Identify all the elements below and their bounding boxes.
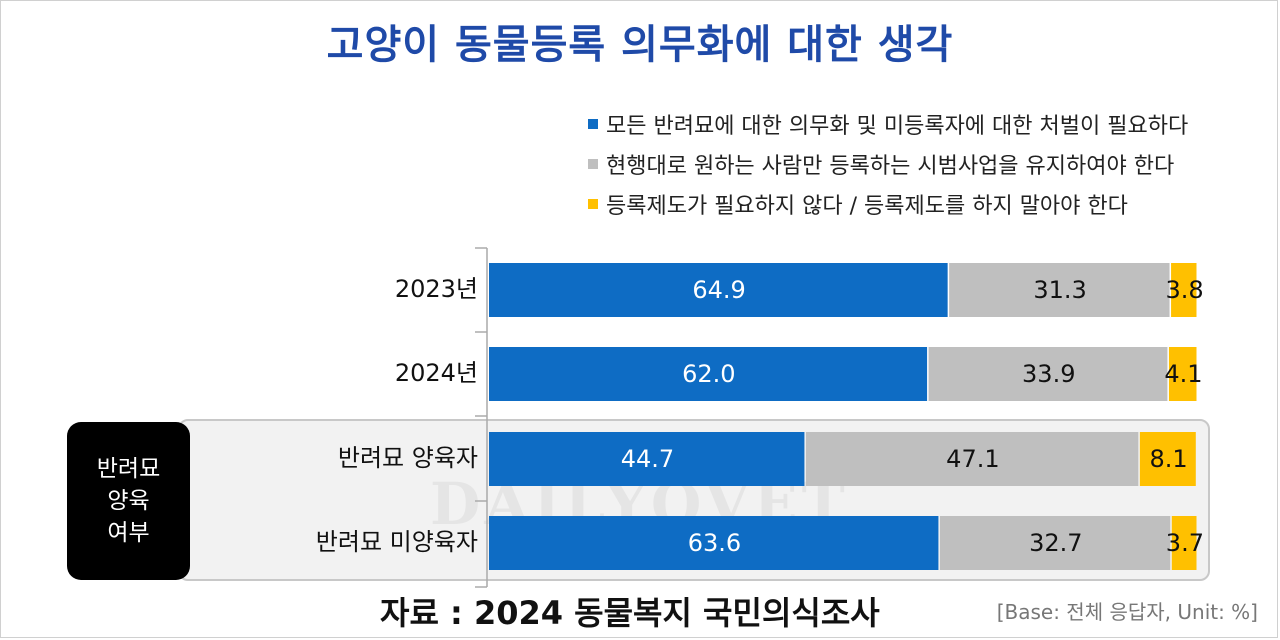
bar-label-s0-c3: 63.6 <box>688 529 741 557</box>
source-note: 자료 : 2024 동물복지 국민의식조사 <box>380 594 880 632</box>
legend-label-not-needed: 등록제도가 필요하지 않다 / 등록제도를 하지 말아야 한다 <box>606 194 1128 219</box>
base-note: [Base: 전체 응답자, Unit: %] <box>996 600 1258 624</box>
bar-s1-c1 <box>928 347 1168 401</box>
legend-swatch-pilot <box>588 159 598 169</box>
category-label-2: 반려묘 양육자 <box>338 444 478 472</box>
category-label-3: 반려묘 미양육자 <box>316 528 478 556</box>
bar-s0-c0 <box>489 263 948 317</box>
bar-label-s0-c2: 44.7 <box>621 445 674 473</box>
legend-label-pilot: 현행대로 원하는 사람만 등록하는 시범사업을 유지하여야 한다 <box>606 154 1175 179</box>
bar-label-s1-c1: 33.9 <box>1022 360 1075 388</box>
bar-label-s0-c0: 64.9 <box>692 276 745 304</box>
category-label-0: 2023년 <box>395 275 478 303</box>
legend-item-pilot: 현행대로 원하는 사람만 등록하는 시범사업을 유지하여야 한다 <box>588 144 1188 184</box>
bar-s0-c3 <box>489 516 939 570</box>
bar-s2-c1 <box>1168 347 1197 401</box>
bar-label-s2-c0: 3.8 <box>1165 276 1203 304</box>
bar-label-s1-c0: 31.3 <box>1033 276 1086 304</box>
group-badge-line2: 양육 <box>107 488 150 514</box>
bar-s1-c3 <box>939 516 1171 570</box>
group-badge-line1: 반려묘 <box>96 456 161 482</box>
chart-title: 고양이 동물등록 의무화에 대한 생각 <box>326 22 954 68</box>
category-label-1: 2024년 <box>395 359 478 387</box>
bar-s0-c2 <box>489 432 805 486</box>
group-badge-line3: 여부 <box>107 520 150 546</box>
owner-group-badge: 반려묘 양육 여부 <box>67 422 190 580</box>
bar-s2-c3 <box>1171 516 1197 570</box>
legend-swatch-mandatory <box>588 119 598 129</box>
bar-s0-c1 <box>489 347 928 401</box>
legend-label-mandatory: 모든 반려묘에 대한 의무화 및 미등록자에 대한 처벌이 필요하다 <box>606 114 1189 139</box>
legend-swatch-not-needed <box>588 199 598 209</box>
bar-s2-c2 <box>1139 432 1196 486</box>
bar-s2-c0 <box>1171 263 1197 317</box>
bar-s1-c0 <box>949 263 1170 317</box>
bar-label-s2-c1: 4.1 <box>1164 360 1202 388</box>
bar-label-s0-c1: 62.0 <box>682 360 735 388</box>
bar-label-s1-c3: 32.7 <box>1029 529 1082 557</box>
legend: 모든 반려묘에 대한 의무화 및 미등록자에 대한 처벌이 필요하다 현행대로 … <box>588 104 1188 224</box>
legend-item-mandatory: 모든 반려묘에 대한 의무화 및 미등록자에 대한 처벌이 필요하다 <box>588 104 1188 144</box>
bar-label-s2-c2: 8.1 <box>1149 445 1187 473</box>
bar-label-s2-c3: 3.7 <box>1166 529 1204 557</box>
bar-label-s1-c2: 47.1 <box>946 445 999 473</box>
legend-item-not-needed: 등록제도가 필요하지 않다 / 등록제도를 하지 말아야 한다 <box>588 184 1188 224</box>
bar-s1-c2 <box>805 432 1139 486</box>
